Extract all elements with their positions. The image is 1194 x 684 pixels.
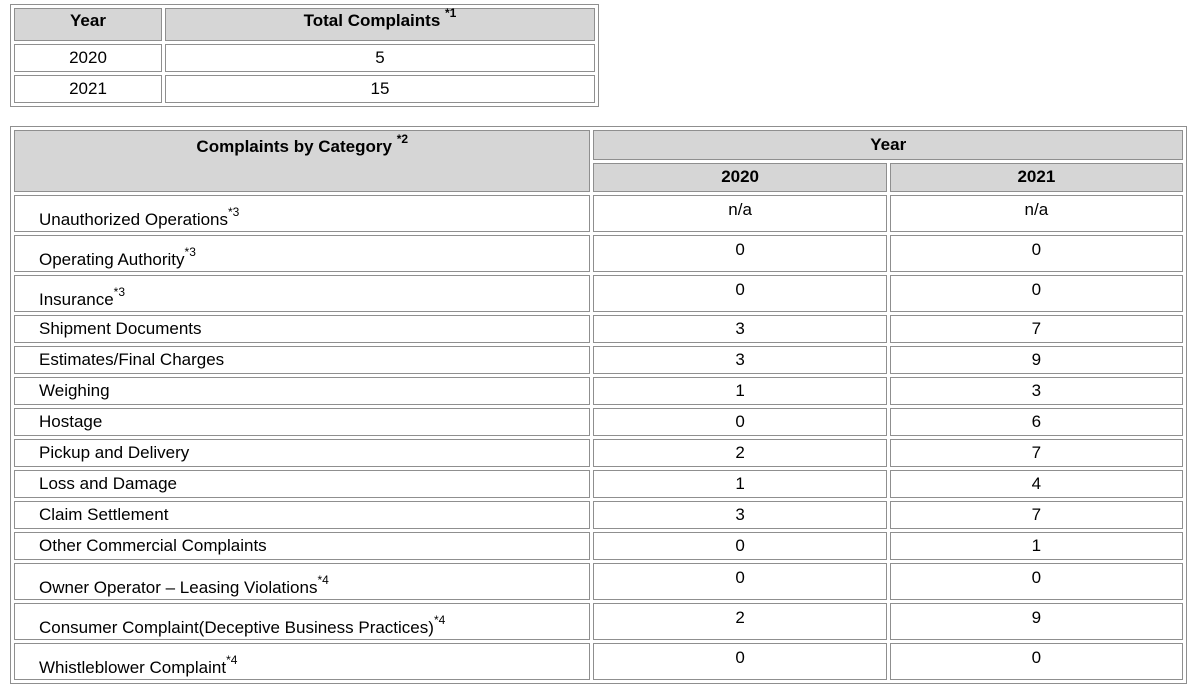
category-label-cell: Claim Settlement <box>14 501 591 529</box>
totals-header-row: Year Total Complaints *1 <box>14 6 595 41</box>
value-2020-cell: 1 <box>593 377 887 405</box>
footnote-marker: *3 <box>228 205 240 220</box>
category-label-cell: Owner Operator – Leasing Violations*4 <box>14 563 591 600</box>
value-2021-cell: 0 <box>889 235 1183 272</box>
category-label-cell: Weighing <box>14 377 591 405</box>
table-row: Owner Operator – Leasing Violations*4 0 … <box>14 563 1183 600</box>
value-2020-cell: 0 <box>593 563 887 600</box>
footnote-marker: *3 <box>113 285 126 300</box>
year-group-header: Year <box>593 130 1183 160</box>
footnote-marker: *2 <box>396 132 409 147</box>
category-label: Owner Operator – Leasing Violations <box>39 578 318 597</box>
value-2021-cell: 7 <box>889 501 1183 529</box>
table-row: Consumer Complaint(Deceptive Business Pr… <box>14 603 1183 640</box>
totals-year-cell: 2021 <box>14 75 162 103</box>
footnote-marker: *4 <box>226 653 238 668</box>
totals-header-total: Total Complaints *1 <box>165 6 595 41</box>
value-2021-cell: 0 <box>889 275 1183 312</box>
value-2020-cell: 3 <box>593 501 887 529</box>
category-label-cell: Unauthorized Operations*3 <box>14 195 591 232</box>
category-label: Whistleblower Complaint <box>39 658 227 677</box>
year-subheader-row: 2020 2021 <box>14 162 1183 192</box>
year-2021-header: 2021 <box>889 162 1183 192</box>
complaints-by-category-table: Complaints by Category *2 Year 2020 2021… <box>10 126 1187 684</box>
category-label-cell: Loss and Damage <box>14 470 591 498</box>
category-header: Complaints by Category *2 <box>14 130 591 192</box>
totals-header-year: Year <box>14 8 162 41</box>
footnote-marker: *4 <box>317 573 329 588</box>
value-2020-cell: n/a <box>593 195 887 232</box>
value-2021-cell: 3 <box>889 377 1183 405</box>
category-label-cell: Whistleblower Complaint*4 <box>14 643 591 680</box>
category-label-cell: Pickup and Delivery <box>14 439 591 467</box>
value-2020-cell: 0 <box>593 235 887 272</box>
category-label: Consumer Complaint(Deceptive Business Pr… <box>39 618 434 637</box>
category-label: Operating Authority <box>39 250 185 269</box>
value-2020-cell: 0 <box>593 275 887 312</box>
value-2020-cell: 3 <box>593 315 887 343</box>
category-label-cell: Operating Authority*3 <box>14 235 591 272</box>
value-2020-cell: 1 <box>593 470 887 498</box>
table-row: Claim Settlement 3 7 <box>14 501 1183 529</box>
value-2020-cell: 0 <box>593 532 887 560</box>
value-2021-cell: 6 <box>889 408 1183 436</box>
table-row: Estimates/Final Charges 3 9 <box>14 346 1183 374</box>
value-2021-cell: 4 <box>889 470 1183 498</box>
table-row: Whistleblower Complaint*4 0 0 <box>14 643 1183 680</box>
value-2021-cell: 9 <box>889 346 1183 374</box>
year-2020-header: 2020 <box>593 162 887 192</box>
footnote-marker: *1 <box>445 6 457 21</box>
value-2020-cell: 0 <box>593 408 887 436</box>
footnote-marker: *4 <box>433 613 446 628</box>
category-label-cell: Hostage <box>14 408 591 436</box>
table-row: Pickup and Delivery 2 7 <box>14 439 1183 467</box>
value-2021-cell: 0 <box>889 563 1183 600</box>
category-header-label: Complaints by Category <box>196 137 392 156</box>
table-row: Loss and Damage 1 4 <box>14 470 1183 498</box>
value-2020-cell: 2 <box>593 439 887 467</box>
category-label-cell: Other Commercial Complaints <box>14 532 591 560</box>
category-header-row: Complaints by Category *2 Year <box>14 130 1183 192</box>
table-row: Hostage 0 6 <box>14 408 1183 436</box>
value-2021-cell: 9 <box>889 603 1183 640</box>
value-2021-cell: n/a <box>889 195 1183 232</box>
value-2021-cell: 1 <box>889 532 1183 560</box>
category-label-cell: Insurance*3 <box>14 275 591 312</box>
category-label-cell: Shipment Documents <box>14 315 591 343</box>
value-2020-cell: 3 <box>593 346 887 374</box>
totals-count-cell: 5 <box>165 44 595 72</box>
table-row: Shipment Documents 3 7 <box>14 315 1183 343</box>
value-2021-cell: 0 <box>889 643 1183 680</box>
value-2020-cell: 2 <box>593 603 887 640</box>
category-label: Insurance <box>39 290 114 309</box>
totals-count-cell: 15 <box>165 75 595 103</box>
category-label: Unauthorized Operations <box>39 210 229 229</box>
table-row: 2020 5 <box>14 44 595 72</box>
category-label-cell: Consumer Complaint(Deceptive Business Pr… <box>14 603 591 640</box>
total-complaints-table: Year Total Complaints *1 2020 5 2021 15 <box>10 4 599 107</box>
value-2020-cell: 0 <box>593 643 887 680</box>
totals-year-cell: 2020 <box>14 44 162 72</box>
table-row: Operating Authority*3 0 0 <box>14 235 1183 272</box>
table-row: Other Commercial Complaints 0 1 <box>14 532 1183 560</box>
table-row: 2021 15 <box>14 75 595 103</box>
table-row: Unauthorized Operations*3 n/a n/a <box>14 195 1183 232</box>
table-row: Insurance*3 0 0 <box>14 275 1183 312</box>
header-total-label: Total Complaints <box>303 11 441 30</box>
category-label-cell: Estimates/Final Charges <box>14 346 591 374</box>
value-2021-cell: 7 <box>889 439 1183 467</box>
header-year-label: Year <box>70 11 106 30</box>
value-2021-cell: 7 <box>889 315 1183 343</box>
table-row: Weighing 1 3 <box>14 377 1183 405</box>
footnote-marker: *3 <box>184 245 196 260</box>
